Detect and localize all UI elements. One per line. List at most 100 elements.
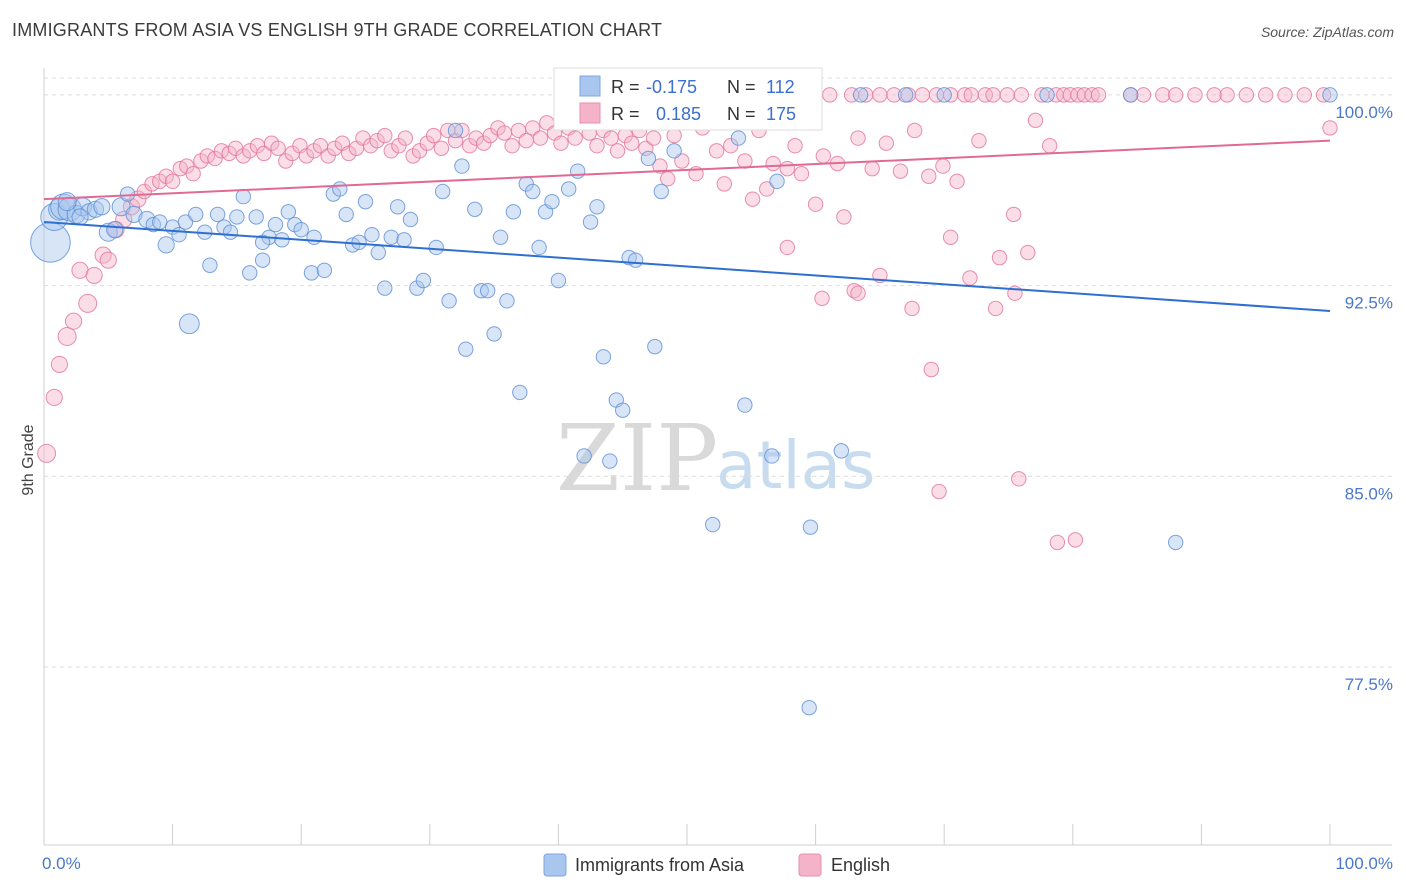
stats-r-value-english: 0.185 — [656, 104, 701, 124]
english-point — [78, 293, 98, 313]
asia-point — [254, 234, 271, 251]
english-point — [383, 143, 399, 159]
english-point — [836, 209, 852, 225]
english-point — [921, 168, 937, 184]
english-point — [164, 173, 181, 190]
english-point — [962, 270, 978, 286]
english-point — [923, 361, 940, 378]
asia-point — [71, 208, 89, 226]
asia-point — [569, 163, 586, 179]
stats-n-label-asia: N = — [727, 77, 756, 97]
english-point — [708, 143, 725, 159]
english-point — [341, 145, 357, 162]
asia-point — [447, 122, 464, 139]
stats-r-value-asia: -0.175 — [646, 77, 697, 97]
english-point — [425, 127, 442, 144]
english-point — [504, 138, 520, 154]
series-legend: Immigrants from Asia English — [543, 853, 890, 877]
english-point — [45, 388, 63, 407]
english-point — [1020, 244, 1036, 261]
asia-point — [57, 192, 77, 212]
asia-point — [1322, 87, 1338, 103]
legend-swatch-english — [798, 853, 822, 877]
asia-point — [177, 214, 194, 230]
english-point — [987, 300, 1004, 317]
english-point — [999, 87, 1015, 103]
asia-point — [178, 313, 200, 335]
english-point — [906, 122, 923, 139]
y-tick-label: 77.5% — [1345, 675, 1393, 694]
english-point — [787, 138, 803, 154]
english-point — [397, 130, 414, 146]
english-point — [377, 127, 393, 144]
english-point — [1041, 138, 1058, 154]
english-point — [807, 196, 824, 212]
asia-point — [293, 221, 309, 238]
english-point — [1011, 471, 1027, 487]
english-point — [94, 246, 112, 264]
stats-legend-swatch-english — [579, 102, 601, 124]
asia-point — [582, 214, 599, 230]
english-point — [904, 300, 920, 317]
asia-point — [351, 234, 367, 251]
english-point — [85, 266, 103, 285]
english-point — [666, 127, 682, 144]
asia-point — [306, 229, 322, 245]
asia-point — [531, 239, 547, 256]
english-point — [603, 130, 619, 146]
english-point — [1322, 120, 1338, 136]
y-tick-label: 100.0% — [1335, 103, 1393, 122]
english-point — [1005, 206, 1022, 223]
trend-lines — [43, 139, 1331, 313]
asia-point — [705, 516, 721, 533]
x-tick-label-end: 100.0% — [1335, 854, 1393, 873]
asia-point — [188, 206, 204, 223]
english-point — [765, 155, 781, 172]
english-point — [37, 443, 57, 463]
source-label: Source: ZipAtlas.com — [1260, 24, 1394, 40]
asia-point — [505, 204, 522, 220]
y-tick-labels: 77.5% 85.0% 92.5% 100.0% — [1335, 103, 1393, 694]
stats-legend: R = -0.175 N = 112 R = 0.185 N = 175 — [553, 67, 823, 131]
asia-point — [248, 209, 264, 225]
asia-point — [544, 193, 560, 210]
y-tick-label: 85.0% — [1345, 484, 1393, 503]
asia-trend-line — [43, 221, 1331, 313]
asia-point — [833, 443, 850, 459]
english-point — [64, 312, 83, 330]
english-point — [567, 130, 583, 146]
stats-n-value-asia: 112 — [766, 77, 795, 97]
english-point — [1013, 87, 1030, 103]
grid-lines — [44, 77, 1392, 668]
asia-point — [458, 341, 474, 357]
asia-point — [479, 282, 496, 299]
english-point — [433, 140, 450, 156]
english-point — [744, 191, 761, 207]
english-point — [1206, 87, 1222, 103]
english-point — [256, 145, 272, 162]
english-point — [935, 158, 951, 174]
english-point — [624, 135, 640, 151]
asia-point — [486, 326, 502, 342]
english-point — [1135, 87, 1152, 103]
asia-point — [647, 338, 663, 355]
asia-point — [383, 229, 399, 245]
asia-point — [434, 183, 451, 200]
asia-point — [370, 244, 387, 261]
chart-title: IMMIGRANTS FROM ASIA VS ENGLISH 9TH GRAD… — [12, 20, 663, 40]
asia-point — [560, 181, 577, 197]
asia-point — [106, 221, 124, 239]
asia-point — [396, 232, 412, 248]
english-point — [822, 87, 838, 103]
asia-point — [595, 349, 612, 365]
english-point — [298, 148, 315, 164]
asia-point — [802, 519, 819, 535]
asia-point — [897, 87, 914, 103]
asia-point — [235, 188, 252, 205]
asia-point — [653, 183, 669, 200]
stats-n-label-english: N = — [727, 104, 756, 124]
english-point — [779, 239, 796, 256]
legend-label-english: English — [831, 855, 890, 875]
english-point — [892, 163, 909, 179]
english-point — [1315, 87, 1332, 103]
